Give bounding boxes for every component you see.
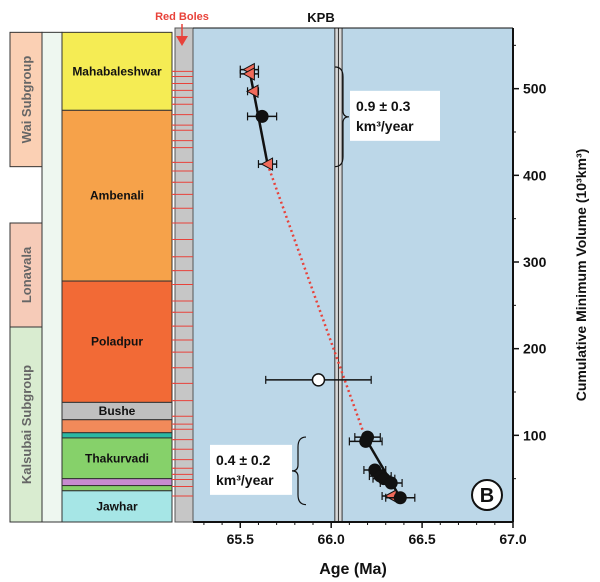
rate-value: 0.9 ± 0.3 — [356, 98, 411, 114]
formation-mahabaleshwar — [61, 31, 173, 111]
formation-label: Ambenali — [90, 189, 144, 203]
group-label: Kalsubai Subgroup — [19, 365, 34, 484]
x-tick-label: 67.0 — [499, 531, 526, 547]
formation-thakurvadi-pink — [61, 478, 173, 487]
spacer-column — [41, 31, 63, 523]
panel-letter: B — [480, 485, 494, 507]
boles-bar — [174, 27, 194, 523]
y-tick-label: 300 — [523, 254, 547, 270]
y-tick-label: 500 — [523, 81, 547, 97]
data-point-open — [311, 373, 326, 387]
data-point-circle — [359, 434, 373, 448]
formation-label: Mahabaleshwar — [72, 64, 162, 78]
panel-label: B — [471, 479, 503, 511]
data-point-triangle — [245, 84, 259, 99]
formation-thakurvadi — [61, 437, 173, 480]
formation-jawhar — [61, 490, 173, 523]
axes: 65.5 66.0 66.5 67.0 100 200 300 400 500 — [193, 27, 547, 547]
group-block — [9, 222, 43, 328]
group-block — [9, 326, 43, 523]
x-tick-label: 66.0 — [318, 531, 345, 547]
y-tick-label: 200 — [523, 341, 547, 357]
formation-bushe-teal — [61, 432, 173, 439]
kpb-label: KPB — [307, 10, 334, 25]
data-point-triangle — [242, 67, 255, 81]
group-label: Lonavala — [19, 246, 34, 303]
formation-thakurvadi-green — [61, 485, 173, 492]
kpb-band — [334, 27, 343, 523]
rate-unit: km³/year — [356, 118, 414, 134]
y-tick-label: 100 — [523, 427, 547, 443]
y-tick-label: 400 — [523, 167, 547, 183]
formation-ambenali — [61, 109, 173, 282]
formation-label: Bushe — [99, 404, 136, 418]
red-boles-label: Red Boles — [155, 11, 209, 23]
group-label: Wai Subgroup — [19, 56, 34, 144]
data-point-circle — [393, 491, 407, 505]
formation-label: Thakurvadi — [85, 451, 149, 465]
x-tick-label: 66.5 — [408, 531, 435, 547]
formations-layer: Mahabaleshwar Ambenali Poladpur Bushe Thakur… — [61, 31, 173, 523]
data-point-circle — [384, 476, 398, 490]
data-point-triangle — [260, 157, 274, 171]
x-tick-label: 65.5 — [227, 531, 254, 547]
rate-brace — [334, 66, 350, 168]
formation-bushe-lower — [61, 419, 173, 434]
y-axis-label: Cumulative Minimum Volume (10³km³) — [573, 149, 589, 402]
group-block — [9, 31, 43, 168]
data-points — [239, 62, 416, 505]
red-boles-column — [172, 27, 194, 523]
formation-label: Poladpur — [91, 335, 143, 349]
formation-poladpur — [61, 280, 173, 403]
rate-box — [210, 444, 292, 495]
groups-layer: Wai Subgroup Lonavala Kalsubai Subgroup — [9, 31, 63, 523]
rate-annotations: 0.9 ± 0.3 km³/year 0.4 ± 0.2 km³/year — [210, 66, 440, 506]
rate-value: 0.4 ± 0.2 — [216, 452, 271, 468]
x-axis-label: Age (Ma) — [319, 561, 387, 578]
data-point-circle — [255, 109, 269, 123]
rate-box — [350, 90, 440, 141]
dotted-link-line — [266, 163, 367, 440]
rate-unit: km³/year — [216, 472, 274, 488]
red-boles-arrow — [176, 24, 188, 46]
formation-label: Jawhar — [96, 499, 138, 513]
